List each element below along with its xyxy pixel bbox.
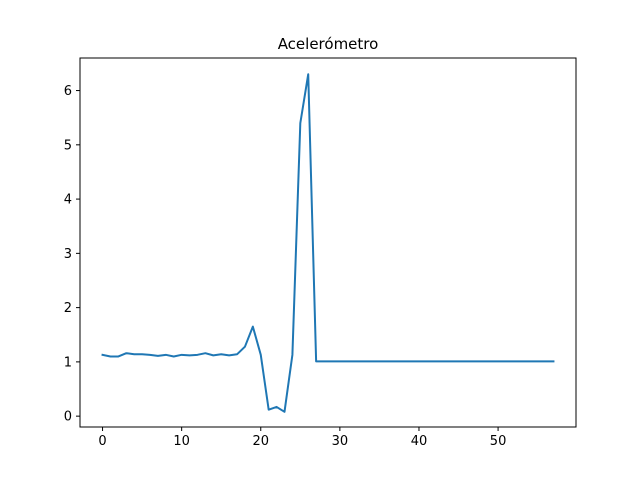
series-layer — [101, 73, 555, 413]
y-tick-label: 2 — [64, 301, 72, 316]
y-tick-label: 3 — [64, 247, 72, 262]
chart-title: Acelerómetro — [278, 35, 379, 53]
x-tick-label: 50 — [490, 434, 507, 449]
x-tick-label: 0 — [98, 434, 106, 449]
x-tick-label: 10 — [173, 434, 190, 449]
series-line — [101, 73, 555, 413]
x-tick-label: 40 — [411, 434, 428, 449]
y-tick-label: 1 — [64, 355, 72, 370]
y-tick-label: 4 — [64, 193, 72, 208]
x-tick-label: 30 — [332, 434, 349, 449]
axis-ticks: 0 10 20 30 40 50 0 1 2 3 4 5 6 — [64, 84, 507, 449]
x-tick-label: 20 — [252, 434, 269, 449]
y-tick-label: 5 — [64, 138, 72, 153]
y-tick-label: 0 — [64, 410, 72, 425]
y-tick-label: 6 — [64, 84, 72, 99]
plot-frame — [79, 57, 577, 428]
